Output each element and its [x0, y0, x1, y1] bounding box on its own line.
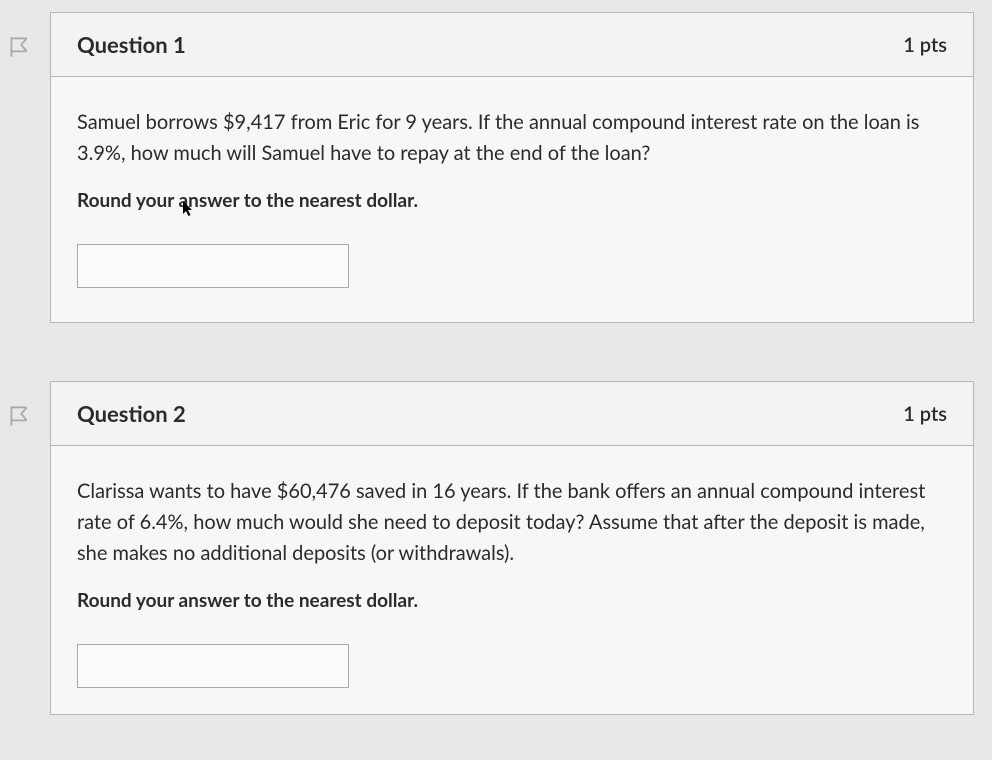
question-block-2: Question 2 1 pts Clarissa wants to have … — [10, 381, 974, 715]
question-card: Question 1 1 pts Samuel borrows $9,417 f… — [50, 12, 974, 323]
question-instruction: Round your answer to the nearest dollar. — [77, 189, 947, 212]
question-title: Question 2 — [77, 400, 186, 427]
question-header: Question 1 1 pts — [51, 13, 973, 77]
question-body: Clarissa wants to have $60,476 saved in … — [51, 446, 973, 714]
question-text: Clarissa wants to have $60,476 saved in … — [77, 476, 947, 569]
question-points: 1 pts — [903, 402, 947, 426]
question-block-1: Question 1 1 pts Samuel borrows $9,417 f… — [10, 12, 974, 323]
question-header: Question 2 1 pts — [51, 382, 973, 446]
question-instruction: Round your answer to the nearest dollar. — [77, 589, 947, 612]
flag-icon[interactable] — [6, 403, 34, 431]
question-text: Samuel borrows $9,417 from Eric for 9 ye… — [77, 107, 947, 169]
question-body: Samuel borrows $9,417 from Eric for 9 ye… — [51, 77, 973, 322]
flag-icon[interactable] — [6, 34, 34, 62]
question-points: 1 pts — [903, 33, 947, 57]
question-card: Question 2 1 pts Clarissa wants to have … — [50, 381, 974, 715]
answer-input[interactable] — [77, 244, 349, 288]
answer-input[interactable] — [77, 644, 349, 688]
question-title: Question 1 — [77, 31, 186, 58]
